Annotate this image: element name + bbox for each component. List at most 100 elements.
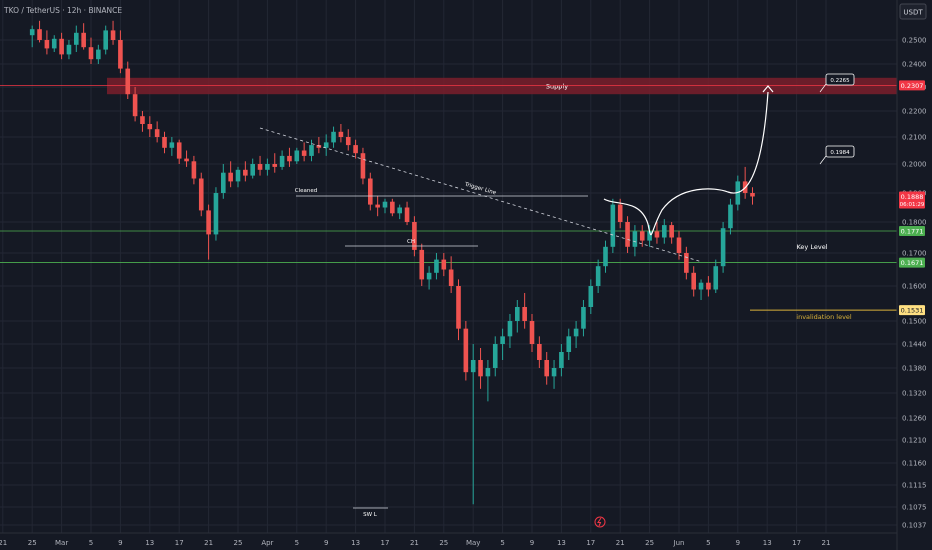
candle xyxy=(221,164,226,199)
candle xyxy=(316,137,322,154)
candle-body xyxy=(382,201,388,208)
candle xyxy=(323,134,329,156)
candle-body xyxy=(559,352,564,368)
target-box xyxy=(825,73,855,86)
candle-body xyxy=(507,321,513,337)
supply-zone xyxy=(107,77,897,95)
candle-body xyxy=(478,360,483,377)
candle xyxy=(96,44,101,64)
candle xyxy=(720,222,726,273)
candle-body xyxy=(691,272,696,290)
candle-body xyxy=(713,266,719,290)
projection-arrow xyxy=(762,85,774,93)
price-tick-label: 0.1320 xyxy=(902,390,927,398)
candle xyxy=(470,344,476,505)
key-level-label: Key Level xyxy=(796,243,827,251)
candle xyxy=(118,30,123,74)
candle-body xyxy=(287,155,292,162)
candle-body xyxy=(176,142,182,159)
candle-body xyxy=(191,161,197,179)
candle xyxy=(529,314,535,352)
candle xyxy=(198,172,204,217)
candle xyxy=(287,147,292,167)
candle-body xyxy=(316,145,322,148)
candle xyxy=(706,276,711,297)
candle xyxy=(507,314,513,348)
target-callout: 0.1984 xyxy=(819,145,855,165)
candle-body xyxy=(140,116,145,124)
price-badge-value: 0.1771 xyxy=(901,227,924,235)
price-axis[interactable]: 0.25000.24000.23000.22000.21000.20000.19… xyxy=(896,0,927,550)
candle xyxy=(353,139,358,159)
candle xyxy=(728,198,733,235)
candle xyxy=(581,300,586,337)
candle xyxy=(375,195,380,217)
price-badge-box xyxy=(899,305,925,316)
time-tick-label: 9 xyxy=(736,539,740,547)
candle xyxy=(184,150,189,167)
price-tick-label: 0.2000 xyxy=(902,161,927,169)
candle-body xyxy=(463,328,469,373)
candle-body xyxy=(419,249,425,280)
candle-body xyxy=(669,225,674,238)
target-label: 0.2265 xyxy=(830,78,850,84)
time-tick-label: 17 xyxy=(586,539,595,547)
target-pointer xyxy=(819,155,827,165)
candle xyxy=(66,40,72,60)
candle-body xyxy=(412,222,417,250)
candle-body xyxy=(360,153,366,179)
candle-body xyxy=(750,193,755,197)
candle-body xyxy=(257,164,263,170)
candle xyxy=(434,253,439,280)
candle xyxy=(632,225,638,257)
candle-body xyxy=(595,266,601,286)
time-tick-label: 5 xyxy=(89,539,93,547)
candle xyxy=(140,111,145,132)
candle-body xyxy=(529,321,535,344)
candle-body xyxy=(588,286,594,307)
candle-body xyxy=(345,137,351,146)
time-tick-label: 9 xyxy=(530,539,534,547)
candle-body xyxy=(301,150,307,156)
price-axis-badge: 0.1531 xyxy=(899,305,925,316)
candle-body xyxy=(492,344,498,368)
candle-body xyxy=(522,307,527,321)
trigger-line xyxy=(259,127,703,263)
time-tick-label: 25 xyxy=(645,539,654,547)
alert-icon[interactable] xyxy=(594,516,606,528)
time-tick-label: 9 xyxy=(118,539,122,547)
candle-body xyxy=(573,328,579,337)
time-tick-label: 21 xyxy=(0,539,7,547)
candle-body xyxy=(228,172,233,182)
candle-body xyxy=(110,30,116,40)
candle-body xyxy=(118,40,123,69)
candle-body xyxy=(397,207,402,214)
price-tick-label: 0.1115 xyxy=(902,482,927,490)
candle xyxy=(419,243,425,286)
price-axis-badge: 0.1771 xyxy=(899,225,925,236)
time-axis[interactable]: 17 21 25 Mar 5 9 13 17 21 25 Apr 5 9 13 17 21 25 May 5 9 13 1… xyxy=(0,532,897,547)
candle xyxy=(103,25,108,55)
currency-label[interactable]: USDT xyxy=(903,9,923,17)
candle-body xyxy=(390,201,395,214)
candle-body xyxy=(88,47,94,60)
candle xyxy=(713,259,719,293)
candle xyxy=(272,153,278,173)
candle-body xyxy=(154,129,160,137)
price-tick-label: 0.1075 xyxy=(902,504,927,512)
candle xyxy=(132,87,138,122)
candle-body xyxy=(198,178,204,211)
candle xyxy=(88,37,94,64)
candle xyxy=(639,225,645,247)
price-badge-countdown: 06:01:29 xyxy=(900,202,925,208)
swl-label: SW L xyxy=(363,512,378,518)
cleaned-label: Cleaned xyxy=(295,188,317,194)
candle-body xyxy=(375,204,380,208)
candle xyxy=(265,158,270,176)
candle-body xyxy=(162,137,167,148)
currency-button[interactable]: USDT xyxy=(899,3,927,20)
candle xyxy=(243,161,248,182)
candle xyxy=(551,360,557,389)
candle xyxy=(559,344,564,377)
